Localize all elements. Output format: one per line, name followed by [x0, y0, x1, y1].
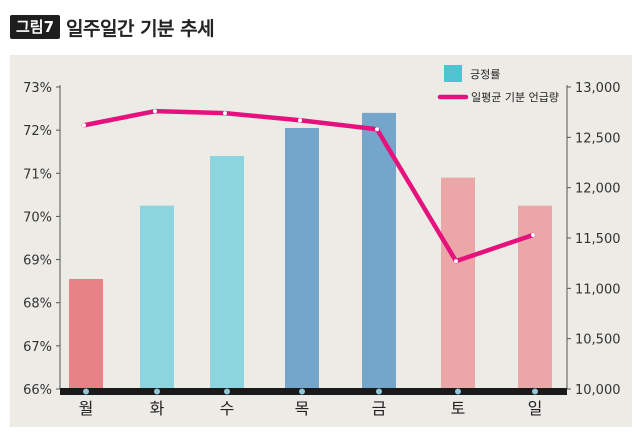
left-axis-tick-label: 69% [23, 254, 52, 269]
category-marker [376, 388, 382, 395]
category-label: 목 [295, 399, 310, 418]
category-marker [83, 388, 89, 395]
category-marker [455, 388, 461, 395]
line-point-수 [223, 111, 227, 116]
right-axis-tick-label: 11,000 [575, 282, 621, 297]
category-label: 수 [220, 399, 235, 418]
category-label: 토 [451, 399, 466, 418]
left-axis-tick-label: 68% [23, 297, 52, 312]
left-axis-tick-label: 67% [23, 340, 52, 355]
line-point-목 [298, 118, 302, 123]
category-label: 월 [79, 399, 94, 418]
bar-일 [518, 205, 552, 389]
legend-label-mention-volume: 일평균 기분 언급량 [471, 90, 559, 104]
left-axis-tick-label: 71% [23, 167, 52, 182]
line-point-일 [531, 232, 535, 237]
line-point-월 [82, 123, 86, 128]
category-label: 금 [372, 399, 387, 418]
bar-수 [210, 156, 244, 389]
left-axis-tick-label: 66% [23, 383, 52, 398]
legend-swatch-positive-rate [444, 65, 462, 82]
right-axis-tick-label: 12,000 [575, 182, 621, 197]
left-axis-tick-label: 70% [23, 210, 52, 225]
line-point-화 [153, 109, 157, 114]
category-marker [299, 388, 305, 395]
category-marker [532, 388, 538, 395]
chart-title: 일주일간 기분 추세 [66, 17, 215, 40]
bar-월 [69, 278, 103, 389]
category-label: 화 [150, 399, 165, 418]
right-axis-tick-label: 10,000 [575, 383, 621, 398]
right-axis-tick-label: 13,000 [575, 81, 621, 96]
figure-header: 그림7 일주일간 기분 추세 [10, 12, 215, 42]
category-label: 일 [528, 399, 543, 418]
figure-number-badge: 그림7 [10, 15, 61, 39]
left-axis-tick-label: 73% [23, 81, 52, 96]
bar-토 [441, 177, 475, 389]
left-axis-tick-label: 72% [23, 124, 52, 139]
x-axis-baseline [60, 388, 567, 395]
right-axis-tick-label: 11,500 [575, 232, 621, 247]
bar-목 [285, 127, 319, 389]
line-point-토 [454, 259, 458, 264]
bar-화 [140, 205, 174, 389]
legend-label-positive-rate: 긍정률 [470, 68, 500, 81]
line-point-금 [375, 127, 379, 132]
bar-금 [362, 112, 396, 389]
category-marker [154, 388, 160, 395]
category-marker [224, 388, 230, 395]
right-axis-tick-label: 10,500 [575, 333, 621, 348]
right-axis-tick-label: 12,500 [575, 131, 621, 146]
